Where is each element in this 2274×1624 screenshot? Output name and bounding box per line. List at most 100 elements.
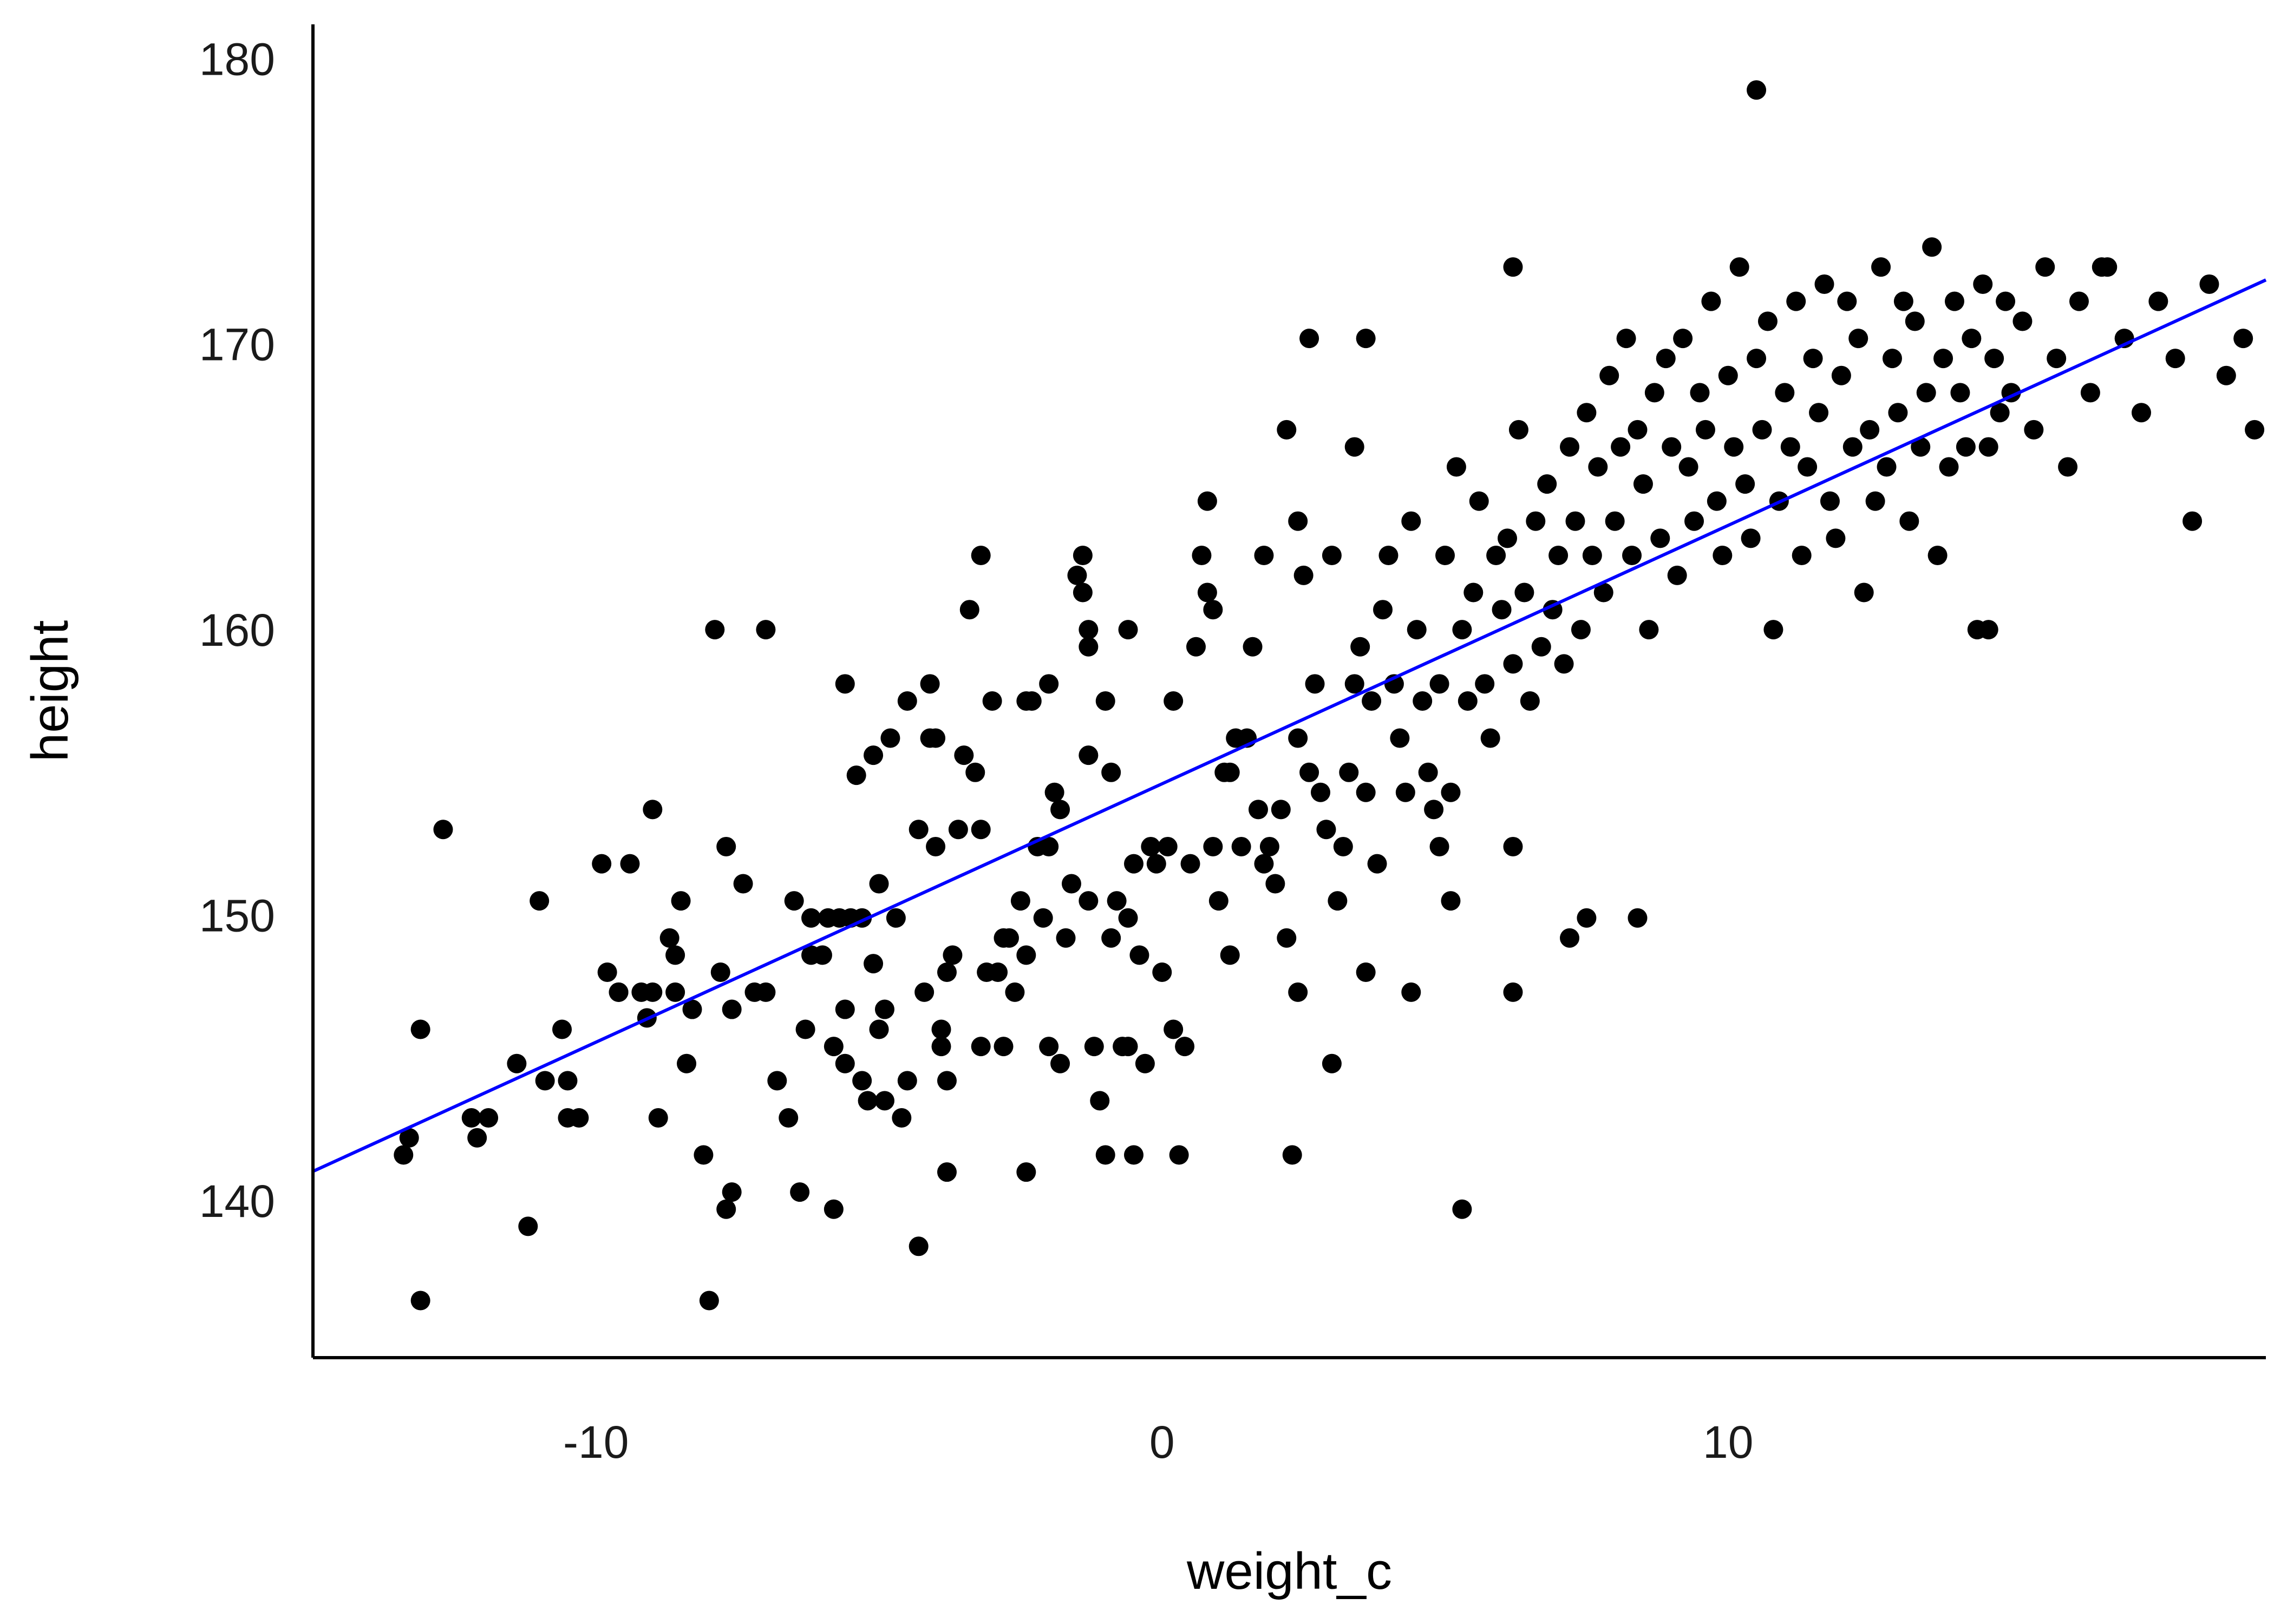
data-point [1735, 474, 1755, 494]
data-point [1192, 545, 1212, 565]
data-point [1197, 491, 1217, 511]
data-point [1628, 420, 1648, 440]
data-point [1508, 420, 1528, 440]
data-point [1248, 800, 1268, 820]
data-point [2245, 420, 2265, 440]
data-point [937, 1162, 957, 1182]
data-point [954, 745, 974, 765]
data-point [880, 728, 900, 748]
data-point [1367, 854, 1387, 874]
data-point [835, 999, 855, 1019]
data-point [1271, 800, 1291, 820]
data-point [897, 691, 917, 711]
data-point [824, 1037, 844, 1057]
data-point [1916, 383, 1936, 403]
data-point [1678, 457, 1698, 477]
data-point [1118, 620, 1138, 640]
data-point [1197, 582, 1217, 603]
data-point [864, 745, 884, 765]
data-point [1973, 274, 1993, 294]
data-point [1293, 565, 1314, 585]
data-point [1605, 511, 1625, 531]
data-point [1129, 945, 1149, 965]
data-point [1848, 329, 1868, 349]
data-point [1492, 600, 1512, 620]
data-point [1299, 329, 1319, 349]
data-point [767, 1071, 787, 1091]
data-point [1073, 545, 1093, 565]
data-point [1560, 928, 1580, 948]
data-point [1871, 257, 1891, 277]
data-point [756, 982, 776, 1002]
data-point [1888, 403, 1908, 423]
data-point [1418, 762, 1438, 782]
x-axis-title: weight_c [1186, 1542, 1392, 1600]
data-point [1175, 1037, 1195, 1057]
data-point [1950, 383, 1970, 403]
data-point [1475, 674, 1495, 694]
data-point [869, 874, 889, 894]
data-point [1158, 836, 1178, 856]
data-point [1390, 728, 1410, 748]
data-point [1152, 962, 1172, 982]
data-point [1356, 329, 1376, 349]
data-point [1786, 291, 1806, 311]
data-point [722, 1182, 742, 1202]
data-point [1311, 782, 1331, 802]
data-point [2035, 257, 2055, 277]
data-point [1588, 457, 1608, 477]
data-point [1220, 762, 1240, 782]
data-point [665, 945, 685, 965]
data-point [812, 945, 832, 965]
data-point [971, 1037, 991, 1057]
data-point [1413, 691, 1433, 711]
data-point [852, 1071, 872, 1091]
data-point [1079, 620, 1099, 640]
data-point [1713, 545, 1733, 565]
data-point [1322, 1053, 1342, 1073]
data-point [1526, 511, 1546, 531]
data-point [1277, 928, 1297, 948]
data-point [665, 982, 685, 1002]
data-point [552, 1019, 572, 1039]
data-point [1837, 291, 1857, 311]
data-point [1441, 782, 1461, 802]
data-point [801, 908, 821, 928]
data-point [1107, 891, 1127, 911]
data-point [699, 1291, 719, 1311]
y-axis-ticks: 140 150 160 170 180 [199, 34, 275, 1227]
data-point [1503, 654, 1523, 674]
data-point [1882, 349, 1902, 369]
x-tick-label: 0 [1149, 1417, 1175, 1468]
y-tick-label: 140 [199, 1176, 275, 1227]
data-point [1628, 908, 1648, 928]
data-point [716, 1199, 736, 1219]
points-layer [394, 80, 2265, 1311]
data-point [835, 1053, 855, 1073]
data-point [2182, 511, 2203, 531]
data-point [648, 1108, 668, 1128]
data-point [1169, 1145, 1189, 1165]
data-point [1560, 437, 1580, 457]
data-point [1927, 545, 1948, 565]
data-point [1933, 349, 1953, 369]
data-point [1792, 545, 1812, 565]
data-point [1707, 491, 1727, 511]
data-point [1288, 728, 1308, 748]
data-point [1322, 545, 1342, 565]
data-point [1486, 545, 1506, 565]
data-point [1463, 582, 1484, 603]
data-point [999, 928, 1019, 948]
data-point [1079, 637, 1099, 657]
data-point [1978, 620, 1998, 640]
data-point [1611, 437, 1631, 457]
data-point [874, 1091, 894, 1111]
data-point [1305, 674, 1325, 694]
data-point [1039, 1037, 1059, 1057]
data-point [1424, 800, 1444, 820]
data-point [1016, 1162, 1036, 1182]
data-point [1073, 582, 1093, 603]
data-point [410, 1019, 430, 1039]
data-point [643, 982, 663, 1002]
data-point [1231, 836, 1251, 856]
